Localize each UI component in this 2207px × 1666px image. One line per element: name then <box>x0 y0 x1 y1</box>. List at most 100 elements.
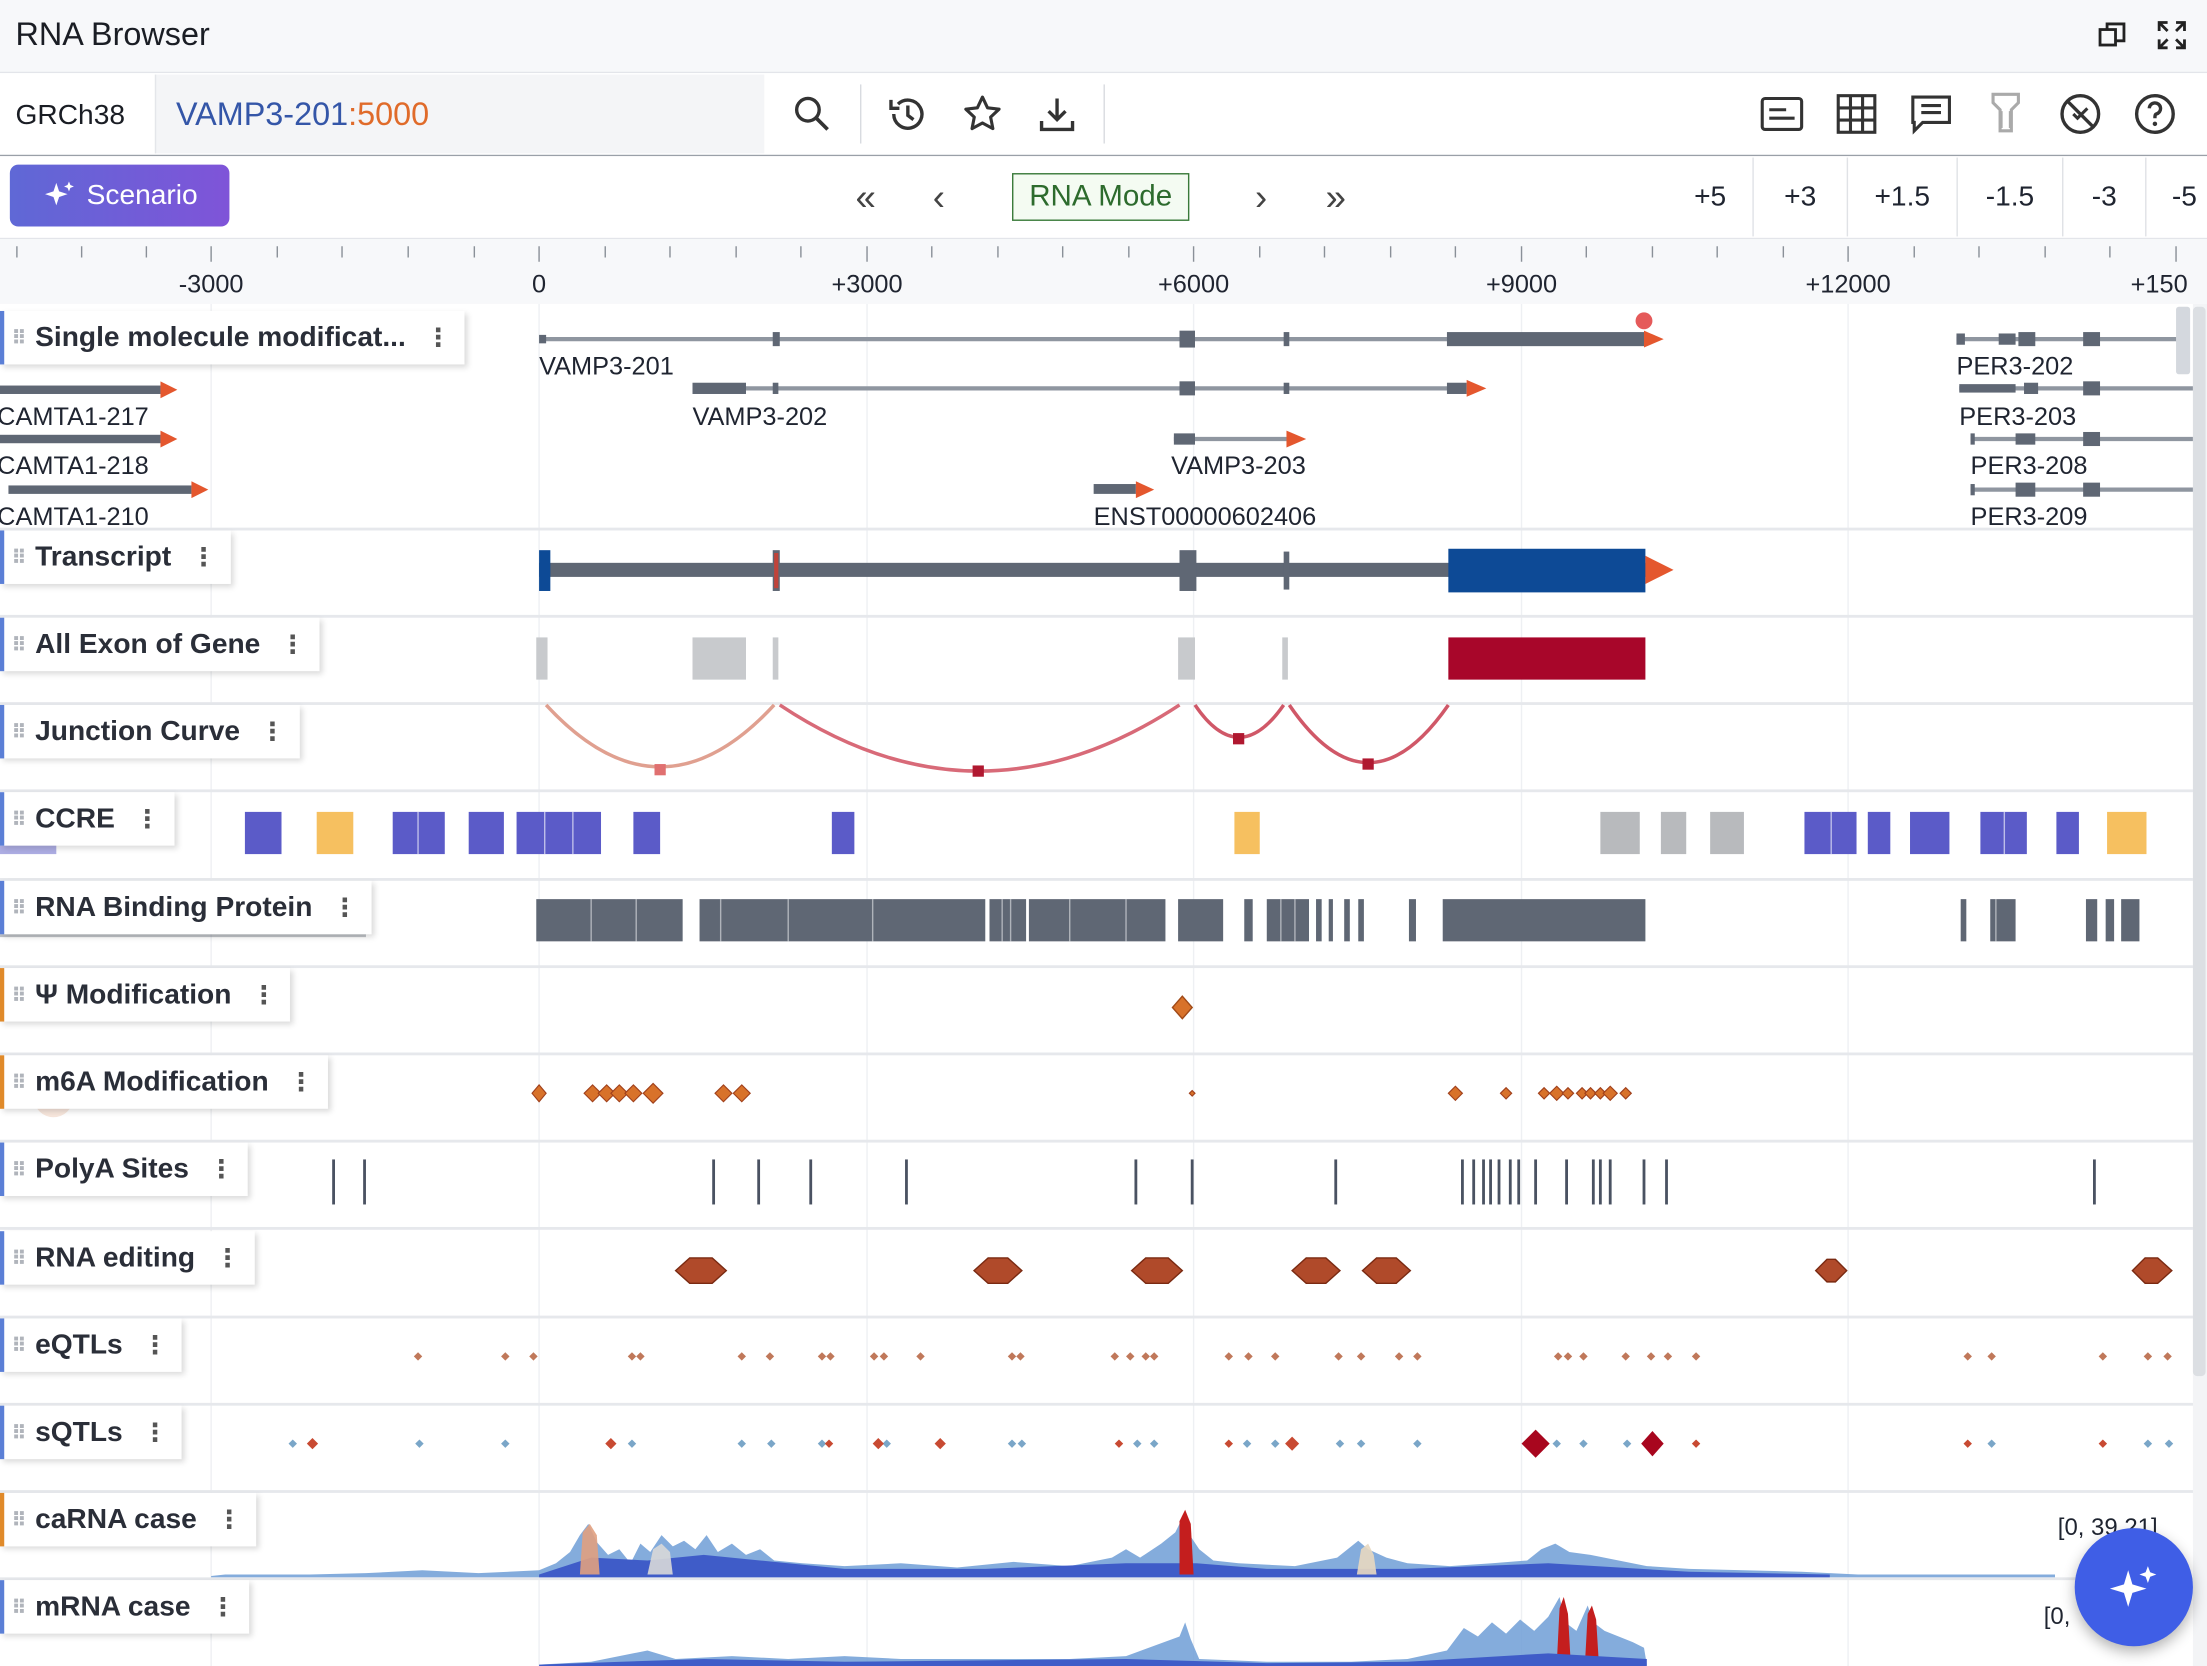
ai-assistant-button[interactable] <box>2074 1528 2193 1647</box>
inner-scrollbar-thumb[interactable] <box>2176 306 2191 375</box>
track-divider <box>0 1052 2207 1056</box>
history-button[interactable] <box>880 86 936 142</box>
more-options-icon[interactable]: ⋮ <box>259 716 286 746</box>
more-options-icon[interactable]: ⋮ <box>142 1417 168 1446</box>
track-name: RNA Binding Protein <box>35 891 313 923</box>
track-divider <box>0 1315 2207 1319</box>
zoom-in-3[interactable]: +3 <box>1754 157 1849 237</box>
drag-handle-icon[interactable]: ⠿ <box>11 545 26 568</box>
step-right-button[interactable]: › <box>1240 169 1282 225</box>
zoom-in-5[interactable]: +5 <box>1668 157 1754 237</box>
zoom-out-3[interactable]: -3 <box>2063 157 2147 237</box>
transcript-enst00000602406[interactable] <box>1093 481 1155 499</box>
sparkle-icon <box>2109 1566 2157 1607</box>
ruler-ticks <box>16 246 2177 262</box>
drag-handle-icon[interactable]: ⠿ <box>11 1157 26 1180</box>
drag-handle-icon[interactable]: ⠿ <box>11 1333 26 1356</box>
sqtls-graphic <box>288 1429 2174 1458</box>
more-options-icon[interactable]: ⋮ <box>280 629 306 658</box>
track-name: mRNA case <box>35 1590 191 1622</box>
track-name: All Exon of Gene <box>35 628 261 660</box>
track-label-ccre[interactable]: ⠿ CCRE ⋮ <box>0 792 174 846</box>
track-label-eqtls[interactable]: ⠿ eQTLs ⋮ <box>0 1318 182 1372</box>
drag-handle-icon[interactable]: ⠿ <box>11 1070 26 1093</box>
drag-handle-icon[interactable]: ⠿ <box>11 325 26 349</box>
legend-button[interactable] <box>1754 86 1810 142</box>
more-options-icon[interactable]: ⋮ <box>251 980 277 1009</box>
more-options-icon[interactable]: ⋮ <box>332 892 358 921</box>
more-options-icon[interactable]: ⋮ <box>190 542 217 571</box>
zoom-out-1-5[interactable]: -1.5 <box>1958 157 2064 237</box>
m6a-modification-graphic <box>33 1077 1633 1118</box>
track-label-junction-curve[interactable]: ⠿ Junction Curve ⋮ <box>0 704 300 759</box>
genome-selector[interactable]: GRCh38 <box>15 99 126 131</box>
transcript-vamp3-203[interactable] <box>1173 430 1307 448</box>
restore-window-button[interactable] <box>2092 14 2134 56</box>
favorite-button[interactable] <box>954 86 1010 142</box>
search-button[interactable] <box>784 86 840 142</box>
download-button[interactable] <box>1029 86 1085 142</box>
filter-button[interactable] <box>1978 86 2034 142</box>
fullscreen-button[interactable] <box>2151 14 2193 56</box>
drag-handle-icon[interactable]: ⠿ <box>11 982 26 1006</box>
track-label-mrna-case[interactable]: ⠿ mRNA case ⋮ <box>0 1580 250 1634</box>
drag-handle-icon[interactable]: ⠿ <box>11 1245 26 1269</box>
drag-handle-icon[interactable]: ⠿ <box>11 632 26 656</box>
track-label-all-exon[interactable]: ⠿ All Exon of Gene ⋮ <box>0 617 320 672</box>
drag-handle-icon[interactable]: ⠿ <box>11 1594 26 1618</box>
location-separator: : <box>348 95 358 133</box>
location-input[interactable] <box>154 74 765 154</box>
transcript-vamp3-201[interactable] <box>539 312 1664 348</box>
help-button[interactable] <box>2127 86 2183 142</box>
grid-lines <box>210 303 1849 1666</box>
track-divider <box>0 1402 2207 1406</box>
track-name: eQTLs <box>35 1328 123 1360</box>
track-divider <box>0 527 2207 531</box>
step-left-button[interactable]: ‹ <box>918 169 960 225</box>
track-label-rna-binding-protein[interactable]: ⠿ RNA Binding Protein ⋮ <box>0 880 372 935</box>
track-label-polya-sites[interactable]: ⠿ PolyA Sites ⋮ <box>0 1142 249 1197</box>
jump-right-button[interactable]: » <box>1315 169 1357 225</box>
zoom-out-5[interactable]: -5 <box>2171 180 2197 212</box>
drag-handle-icon[interactable]: ⠿ <box>11 806 26 830</box>
transcript-per3[interactable] <box>1956 332 2196 497</box>
more-options-icon[interactable]: ⋮ <box>210 1592 236 1621</box>
star-icon <box>964 95 1001 131</box>
drag-handle-icon[interactable]: ⠿ <box>11 1420 26 1443</box>
more-options-icon[interactable]: ⋮ <box>214 1243 241 1272</box>
comments-button[interactable] <box>1903 86 1959 142</box>
restore-icon <box>2098 22 2126 47</box>
ruler-tick-label: +12000 <box>1805 270 1891 299</box>
mrna-range: [0, <box>2043 1602 2071 1630</box>
track-label-single-molecule[interactable]: ⠿ Single molecule modificat... ⋮ <box>0 310 465 365</box>
more-options-icon[interactable]: ⋮ <box>425 322 451 352</box>
double-chevron-left-icon: « <box>855 175 876 218</box>
disable-button[interactable] <box>2052 86 2108 142</box>
track-name: m6A Modification <box>35 1065 269 1097</box>
track-label-carna-case[interactable]: ⠿ caRNA case ⋮ <box>0 1492 256 1547</box>
zoom-in-1-5[interactable]: +1.5 <box>1848 157 1958 237</box>
track-label-m6a-modification[interactable]: ⠿ m6A Modification ⋮ <box>0 1055 328 1109</box>
track-label-sqtls[interactable]: ⠿ sQTLs ⋮ <box>0 1405 182 1460</box>
transcript-camta1[interactable] <box>0 381 209 499</box>
more-options-icon[interactable]: ⋮ <box>216 1504 242 1534</box>
grid-button[interactable] <box>1828 86 1884 142</box>
drag-handle-icon[interactable]: ⠿ <box>11 719 26 743</box>
mode-toggle[interactable]: RNA Mode <box>1012 173 1190 221</box>
track-label-psi-modification[interactable]: ⠿ Ψ Modification ⋮ <box>0 968 291 1022</box>
more-options-icon[interactable]: ⋮ <box>134 804 160 833</box>
more-options-icon[interactable]: ⋮ <box>142 1330 168 1359</box>
track-divider <box>0 702 2207 705</box>
track-label-rna-editing[interactable]: ⠿ RNA editing ⋮ <box>0 1231 255 1285</box>
jump-left-button[interactable]: « <box>845 169 887 225</box>
scenario-button[interactable]: Scenario <box>9 164 230 227</box>
track-label-transcript[interactable]: ⠿ Transcript ⋮ <box>0 530 231 584</box>
location-text[interactable]: VAMP3-201:5000 <box>176 96 429 134</box>
more-options-icon[interactable]: ⋮ <box>288 1067 314 1096</box>
track-name: PolyA Sites <box>35 1153 189 1185</box>
drag-handle-icon[interactable]: ⠿ <box>11 895 26 919</box>
more-options-icon[interactable]: ⋮ <box>208 1154 234 1183</box>
transcript-vamp3-202[interactable] <box>692 379 1487 397</box>
scrollbar-thumb[interactable] <box>2192 306 2206 1377</box>
drag-handle-icon[interactable]: ⠿ <box>11 1507 26 1531</box>
